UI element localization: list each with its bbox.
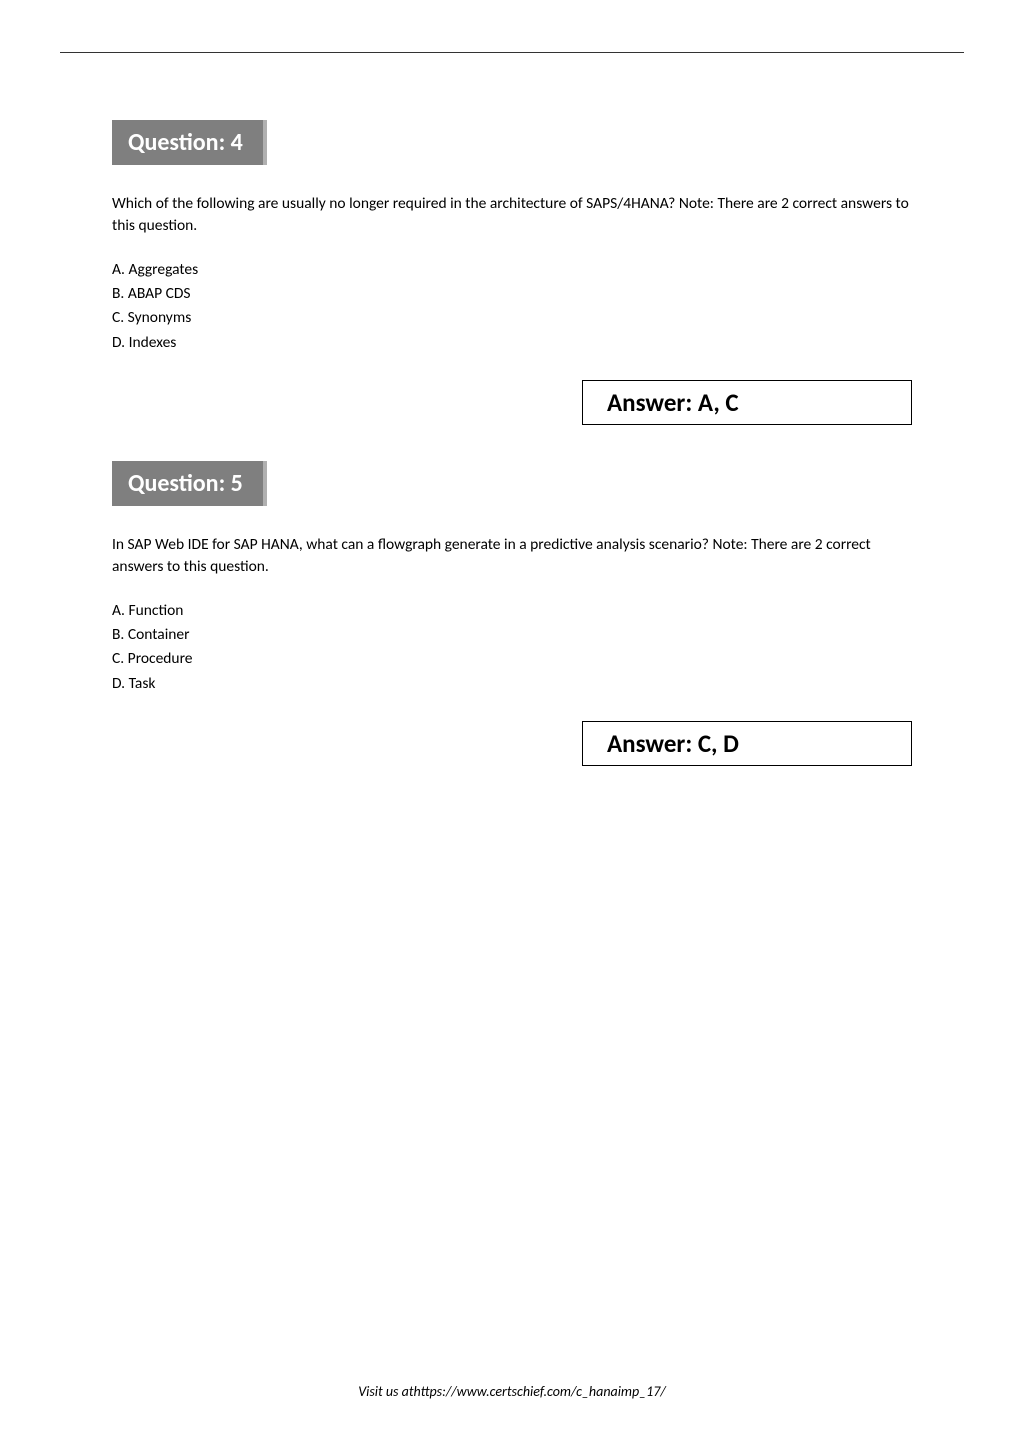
option-5c: C. Procedure (112, 647, 912, 670)
answer-box-5: Answer: C, D (582, 721, 912, 766)
question-block-5: Question: 5 In SAP Web IDE for SAP HANA,… (112, 461, 912, 802)
option-4a: A. Aggregates (112, 258, 912, 281)
main-content: Question: 4 Which of the following are u… (112, 120, 912, 802)
options-4: A. Aggregates B. ABAP CDS C. Synonyms D.… (112, 258, 912, 354)
question-text-4: Which of the following are usually no lo… (112, 193, 912, 238)
option-4b: B. ABAP CDS (112, 282, 912, 305)
question-text-5: In SAP Web IDE for SAP HANA, what can a … (112, 534, 912, 579)
question-header-5: Question: 5 (112, 461, 267, 506)
footer-text: Visit us athttps://www.certschief.com/c_… (0, 1383, 1024, 1400)
answer-box-4: Answer: A, C (582, 380, 912, 425)
option-5b: B. Container (112, 623, 912, 646)
option-5a: A. Function (112, 599, 912, 622)
option-4d: D. Indexes (112, 331, 912, 354)
top-divider (60, 52, 964, 53)
option-5d: D. Task (112, 672, 912, 695)
question-header-4: Question: 4 (112, 120, 267, 165)
option-4c: C. Synonyms (112, 306, 912, 329)
question-block-4: Question: 4 Which of the following are u… (112, 120, 912, 461)
options-5: A. Function B. Container C. Procedure D.… (112, 599, 912, 695)
